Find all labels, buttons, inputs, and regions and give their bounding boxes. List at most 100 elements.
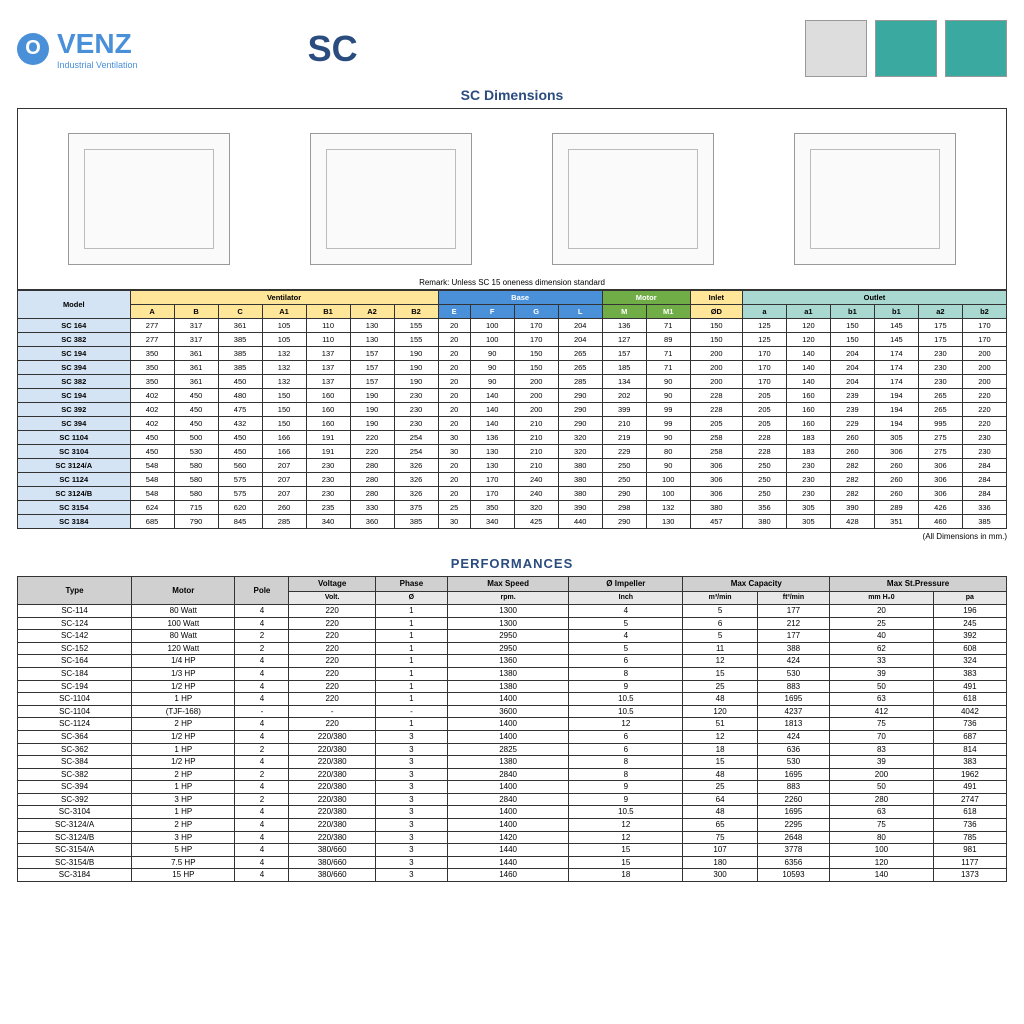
cell: 191 xyxy=(306,445,350,459)
col-phase: Phase xyxy=(375,577,447,592)
table-row: SC-11480 Watt4220113004517720196 xyxy=(18,604,1007,617)
technical-diagrams: Remark: Unless SC 15 oneness dimension s… xyxy=(17,108,1007,290)
page-title: SC xyxy=(308,28,358,70)
dim-col: a2 xyxy=(918,305,962,319)
cell: SC 3104 xyxy=(18,445,131,459)
cell: 8 xyxy=(569,756,683,769)
cell: 2747 xyxy=(933,793,1006,806)
diagram xyxy=(68,133,230,265)
cell: 736 xyxy=(933,718,1006,731)
cell: 6356 xyxy=(757,856,829,869)
cell: 3 xyxy=(375,806,447,819)
cell: 3600 xyxy=(447,705,568,718)
cell: 140 xyxy=(830,869,934,882)
cell: 284 xyxy=(962,473,1006,487)
cell: 1962 xyxy=(933,768,1006,781)
cell: SC-184 xyxy=(18,667,132,680)
cell: 220 xyxy=(289,667,375,680)
cell: 166 xyxy=(262,445,306,459)
cell: 530 xyxy=(174,445,218,459)
cell: 260 xyxy=(262,501,306,515)
cell: 204 xyxy=(830,375,874,389)
cell: 351 xyxy=(874,515,918,529)
cell: 1/3 HP xyxy=(132,667,235,680)
cell: 200 xyxy=(690,375,742,389)
cell: 200 xyxy=(514,389,558,403)
cell: 995 xyxy=(918,417,962,431)
cell: 580 xyxy=(174,487,218,501)
table-row: SC 3944024504321501601902302014021029021… xyxy=(18,417,1007,431)
cell: 3778 xyxy=(757,844,829,857)
dim-col: a xyxy=(742,305,786,319)
cell: 125 xyxy=(742,319,786,333)
cell: 83 xyxy=(830,743,934,756)
cell: 180 xyxy=(683,856,757,869)
cell: 150 xyxy=(262,403,306,417)
cell: 4 xyxy=(235,819,289,832)
table-row: SC-124100 Watt4220113005621225245 xyxy=(18,617,1007,630)
cell: SC-382 xyxy=(18,768,132,781)
cell: 280 xyxy=(350,459,394,473)
cell: 183 xyxy=(786,445,830,459)
cell: 210 xyxy=(514,417,558,431)
cell: 385 xyxy=(394,515,438,529)
cell: 228 xyxy=(742,445,786,459)
cell: SC-124 xyxy=(18,617,132,630)
cell: 1380 xyxy=(447,667,568,680)
cell: 2840 xyxy=(447,768,568,781)
cell: 1380 xyxy=(447,680,568,693)
cell: 1/2 HP xyxy=(132,756,235,769)
cell: 685 xyxy=(130,515,174,529)
cell: SC-394 xyxy=(18,781,132,794)
cell: 170 xyxy=(962,319,1006,333)
cell: 140 xyxy=(470,403,514,417)
cell: 580 xyxy=(174,459,218,473)
cell: 220 xyxy=(289,655,375,668)
cell: SC 3124/A xyxy=(18,459,131,473)
cell: 575 xyxy=(218,487,262,501)
cell: 202 xyxy=(602,389,646,403)
dim-col: G xyxy=(514,305,558,319)
table-row: SC-3621 HP2220/3803282561863683814 xyxy=(18,743,1007,756)
col-capacity: Max Capacity xyxy=(683,577,830,592)
table-row: SC-3124/B3 HP4220/380314201275264880785 xyxy=(18,831,1007,844)
cell: 235 xyxy=(306,501,350,515)
cell: 258 xyxy=(690,445,742,459)
cell: 228 xyxy=(742,431,786,445)
cell: 790 xyxy=(174,515,218,529)
cell: 475 xyxy=(218,403,262,417)
cell: 137 xyxy=(306,375,350,389)
cell: 608 xyxy=(933,642,1006,655)
cell: 2 HP xyxy=(132,768,235,781)
cell: 150 xyxy=(830,319,874,333)
cell: 230 xyxy=(962,445,1006,459)
cell: 20 xyxy=(830,604,934,617)
cell: 8 xyxy=(569,667,683,680)
cell: SC 3184 xyxy=(18,515,131,529)
cell: 4 xyxy=(569,630,683,643)
cell: 20 xyxy=(438,361,470,375)
cell: 228 xyxy=(690,389,742,403)
cell: 137 xyxy=(306,347,350,361)
cell: 491 xyxy=(933,781,1006,794)
cell: 402 xyxy=(130,403,174,417)
cell: 11 xyxy=(683,642,757,655)
cell: 480 xyxy=(218,389,262,403)
cell: 1 HP xyxy=(132,806,235,819)
cell: 220 xyxy=(962,389,1006,403)
cell: 306 xyxy=(874,445,918,459)
cell: 1400 xyxy=(447,730,568,743)
cell: 15 xyxy=(569,856,683,869)
cell: 100 xyxy=(470,319,514,333)
cell: 3 xyxy=(375,844,447,857)
cell: 205 xyxy=(742,417,786,431)
cell: 290 xyxy=(602,487,646,501)
table-row: SC 3943503613851321371571902090150265185… xyxy=(18,361,1007,375)
cell: 25 xyxy=(438,501,470,515)
dim-col: B2 xyxy=(394,305,438,319)
cell: SC 394 xyxy=(18,417,131,431)
cell: 4042 xyxy=(933,705,1006,718)
cell: 160 xyxy=(786,403,830,417)
cell: 618 xyxy=(933,693,1006,706)
cell: 336 xyxy=(962,501,1006,515)
